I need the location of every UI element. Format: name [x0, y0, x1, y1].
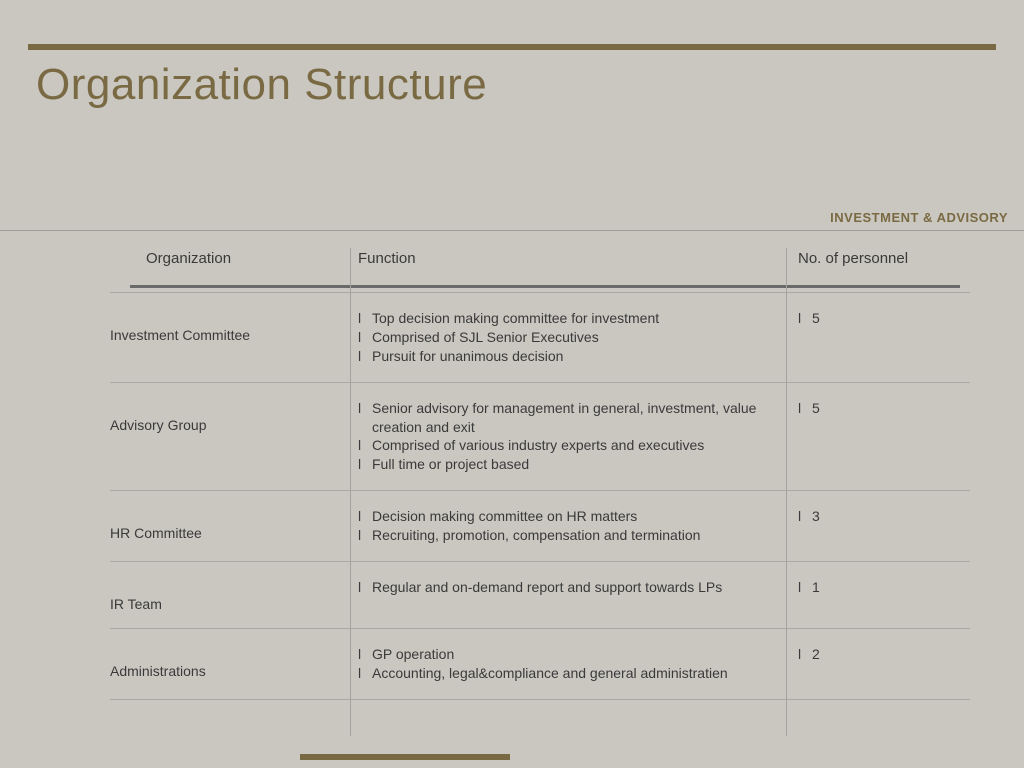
function-item: Regular and on-demand report and support…: [358, 578, 768, 597]
header-function-label: Function: [340, 250, 780, 267]
personnel-list: 3: [780, 507, 970, 526]
header-personnel-label: No. of personnel: [780, 250, 970, 267]
table-row: Investment Committee Top decision making …: [110, 292, 970, 382]
function-list: Decision making committee on HR mattersR…: [340, 507, 780, 545]
org-cell: Administrations: [110, 645, 340, 683]
personnel-cell: 1: [780, 578, 970, 612]
personnel-cell: 2: [780, 645, 970, 683]
org-cell: Advisory Group: [110, 399, 340, 475]
personnel-list: 1: [780, 578, 970, 597]
personnel-list: 5: [780, 309, 970, 328]
function-item: Recruiting, promotion, compensation and …: [358, 526, 768, 545]
header-personnel: No. of personnel: [780, 250, 970, 267]
org-cell: IR Team: [110, 578, 340, 612]
function-item: Full time or project based: [358, 455, 768, 474]
personnel-list: 2: [780, 645, 970, 664]
function-list: Regular and on-demand report and support…: [340, 578, 780, 597]
personnel-value: 2: [798, 645, 958, 664]
personnel-cell: 3: [780, 507, 970, 545]
function-item: Senior advisory for management in genera…: [358, 399, 768, 437]
header-organization-label: Organization: [110, 250, 340, 267]
table-row: IR Team Regular and on-demand report and …: [110, 561, 970, 628]
column-divider-2: [786, 248, 787, 736]
subtitle-rule: [0, 230, 1024, 231]
header-function: Function: [340, 250, 780, 267]
personnel-value: 1: [798, 578, 958, 597]
personnel-cell: 5: [780, 399, 970, 475]
function-cell: Regular and on-demand report and support…: [340, 578, 780, 612]
column-divider-1: [350, 248, 351, 736]
personnel-value: 5: [798, 309, 958, 328]
function-list: Top decision making committee for invest…: [340, 309, 780, 366]
top-rule-accent: [28, 44, 996, 50]
org-cell: Investment Committee: [110, 309, 340, 366]
table-body: Investment Committee Top decision making …: [110, 292, 970, 700]
personnel-value: 5: [798, 399, 958, 418]
function-item: Comprised of various industry experts an…: [358, 436, 768, 455]
slide: Organization Structure INVESTMENT & ADVI…: [0, 0, 1024, 768]
table-row: HR CommitteeDecision making committee on…: [110, 490, 970, 561]
function-cell: Senior advisory for management in genera…: [340, 399, 780, 475]
table-header-row: Organization Function No. of personnel: [110, 250, 970, 285]
function-cell: GP operationAccounting, legal&compliance…: [340, 645, 780, 683]
personnel-list: 5: [780, 399, 970, 418]
header-underline: [130, 285, 960, 288]
org-table: Organization Function No. of personnel I…: [110, 250, 970, 700]
function-item: Pursuit for unanimous decision: [358, 347, 768, 366]
function-item: Top decision making committee for invest…: [358, 309, 768, 328]
function-item: Comprised of SJL Senior Executives: [358, 328, 768, 347]
page-title: Organization Structure: [36, 60, 487, 110]
function-cell: Decision making committee on HR mattersR…: [340, 507, 780, 545]
section-subtitle: INVESTMENT & ADVISORY: [830, 210, 1008, 225]
function-item: GP operation: [358, 645, 768, 664]
table-row: AdministrationsGP operationAccounting, l…: [110, 628, 970, 700]
personnel-cell: 5: [780, 309, 970, 366]
header-organization: Organization: [110, 250, 340, 267]
function-list: GP operationAccounting, legal&compliance…: [340, 645, 780, 683]
table-row: Advisory Group Senior advisory for manage…: [110, 382, 970, 491]
org-cell: HR Committee: [110, 507, 340, 545]
function-cell: Top decision making committee for invest…: [340, 309, 780, 366]
function-item: Decision making committee on HR matters: [358, 507, 768, 526]
function-list: Senior advisory for management in genera…: [340, 399, 780, 475]
bottom-accent-rule: [300, 754, 510, 760]
personnel-value: 3: [798, 507, 958, 526]
function-item: Accounting, legal&compliance and general…: [358, 664, 768, 683]
